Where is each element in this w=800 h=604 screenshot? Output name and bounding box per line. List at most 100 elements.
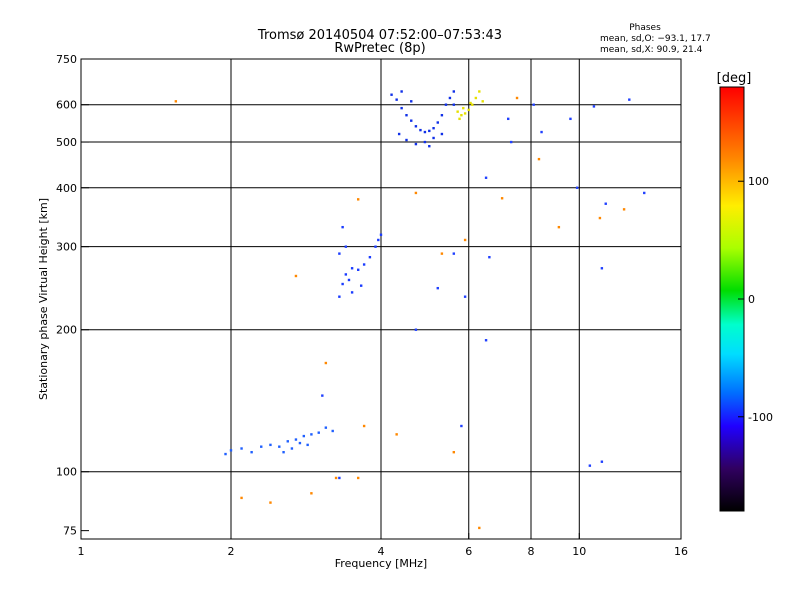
y-tick-label: 100 — [56, 466, 77, 479]
data-point — [456, 110, 459, 113]
data-point — [436, 286, 439, 290]
data-point — [282, 450, 285, 454]
colorbar-tick-label: 100 — [748, 175, 769, 188]
data-point — [428, 144, 431, 148]
data-point — [478, 526, 481, 530]
data-point — [460, 114, 463, 117]
data-point — [269, 501, 272, 504]
data-point — [419, 128, 422, 132]
phases-legend-o: mean, sd,O: −93.1, 17.7 — [600, 34, 711, 44]
data-point — [344, 245, 348, 248]
phases-legend-title: Phases — [629, 23, 661, 33]
data-point — [286, 440, 289, 443]
data-point — [395, 98, 398, 101]
axis-ticks: 1 2 4 6 8 10 16 75 100 200 300 400 500 600 750 — [56, 53, 688, 558]
data-point — [240, 447, 243, 450]
data-point — [432, 136, 435, 140]
colorbar-tick-label: 0 — [748, 293, 755, 306]
data-point — [452, 450, 456, 454]
data-point — [488, 255, 491, 259]
data-point — [460, 424, 463, 428]
data-point — [260, 445, 263, 448]
data-point — [269, 443, 272, 447]
data-point — [600, 460, 604, 463]
data-point — [321, 394, 324, 397]
x-tick-label: 8 — [528, 545, 535, 558]
data-point — [414, 142, 418, 146]
y-tick-label: 400 — [56, 182, 77, 195]
data-point — [229, 449, 233, 452]
plot-area: 1 2 4 6 8 10 16 75 100 200 300 400 500 600 750 — [56, 53, 688, 558]
data-point — [414, 125, 418, 128]
data-point — [395, 433, 398, 436]
y-axis-label: Stationary phase Virtual Height [km] — [37, 198, 50, 400]
data-point — [356, 476, 360, 480]
data-point — [622, 208, 626, 211]
data-point — [515, 96, 519, 100]
colorbar-ticks: 100 0 -100 — [738, 175, 773, 424]
data-point — [310, 492, 313, 495]
data-point — [436, 121, 439, 124]
data-point — [405, 138, 408, 142]
y-tick-label: 300 — [56, 241, 77, 254]
data-point — [306, 443, 309, 447]
x-tick-label: 16 — [674, 545, 688, 558]
data-point — [290, 447, 294, 450]
data-point — [509, 140, 513, 144]
data-point — [341, 282, 344, 286]
y-tick-label: 750 — [56, 53, 77, 66]
data-point — [344, 273, 348, 276]
data-point — [410, 100, 413, 103]
data-point — [532, 103, 535, 106]
x-tick-label: 10 — [572, 545, 586, 558]
data-point — [410, 119, 413, 122]
data-point — [174, 100, 178, 103]
data-point — [452, 90, 456, 93]
data-point — [240, 496, 243, 500]
data-point — [598, 216, 602, 220]
data-point — [390, 93, 393, 96]
y-tick-label: 75 — [63, 525, 77, 538]
data-point — [575, 186, 579, 189]
data-point — [302, 434, 306, 438]
data-point — [467, 108, 470, 112]
colorbar-label: [deg] — [717, 71, 752, 86]
data-point — [463, 295, 467, 298]
data-point — [317, 431, 320, 434]
data-point — [278, 445, 281, 448]
data-point — [359, 284, 363, 287]
data-point — [506, 117, 510, 121]
x-tick-label: 1 — [78, 545, 85, 558]
data-point — [400, 90, 403, 93]
data-point — [400, 106, 403, 110]
data-point — [600, 267, 604, 270]
data-point — [588, 464, 592, 467]
data-point — [338, 295, 341, 298]
data-point — [310, 433, 313, 436]
data-point — [557, 225, 561, 229]
data-point — [397, 132, 401, 136]
data-points — [174, 90, 646, 530]
data-point — [452, 103, 456, 106]
data-point — [540, 130, 543, 134]
x-tick-label: 4 — [378, 545, 385, 558]
data-point — [294, 274, 298, 278]
data-point — [537, 157, 541, 161]
data-point — [356, 268, 360, 271]
data-point — [338, 252, 341, 255]
y-tick-label: 500 — [56, 136, 77, 149]
data-point — [484, 176, 488, 179]
data-point — [432, 126, 435, 130]
data-point — [500, 197, 504, 200]
phases-legend-x: mean, sd,X: 90.9, 21.4 — [600, 45, 703, 55]
colorbar-tick-label: -100 — [748, 411, 773, 424]
data-point — [414, 328, 418, 331]
data-point — [338, 476, 341, 480]
data-point — [440, 252, 444, 255]
data-point — [362, 424, 366, 428]
data-point — [379, 233, 383, 236]
data-point — [448, 96, 452, 100]
grid-lines — [81, 59, 681, 539]
data-point — [324, 426, 328, 429]
